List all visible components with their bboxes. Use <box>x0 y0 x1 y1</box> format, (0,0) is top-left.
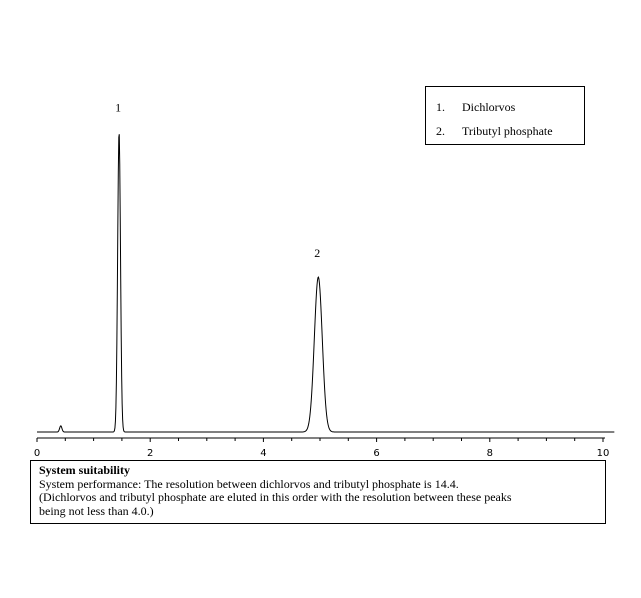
peak-labels: 12 <box>115 100 320 260</box>
legend-item-number: 2. <box>436 124 445 138</box>
x-tick-label: 0 <box>34 448 40 459</box>
peak-label: 2 <box>314 246 320 260</box>
peak-label: 1 <box>115 100 121 114</box>
peak-legend: 1. Dichlorvos 2. Tributyl phosphate <box>425 86 585 145</box>
x-tick-label: 6 <box>373 448 379 459</box>
chromatogram-trace <box>37 134 615 433</box>
x-tick-label: 10 <box>597 448 610 459</box>
system-suitability-line: (Dichlorvos and tributyl phosphate are e… <box>39 490 512 504</box>
system-suitability-line: being not less than 4.0.) <box>39 503 154 518</box>
legend-item-tributyl-phosphate: 2. Tributyl phosphate <box>436 124 553 139</box>
system-suitability-title: System suitability <box>39 463 131 477</box>
system-suitability-line: System performance: The resolution betwe… <box>39 476 459 491</box>
x-tick-label: 8 <box>487 448 493 459</box>
system-suitability-box: System suitability System performance: T… <box>30 460 606 524</box>
x-tick-label: 4 <box>260 448 266 459</box>
x-tick-label: 2 <box>147 448 153 459</box>
legend-item-label: Tributyl phosphate <box>462 124 553 138</box>
x-axis-ticks: 0 2 4 6 8 10 <box>34 438 610 459</box>
legend-item-label: Dichlorvos <box>462 100 516 114</box>
legend-item-number: 1. <box>436 100 445 114</box>
legend-item-dichlorvos: 1. Dichlorvos <box>436 100 515 115</box>
